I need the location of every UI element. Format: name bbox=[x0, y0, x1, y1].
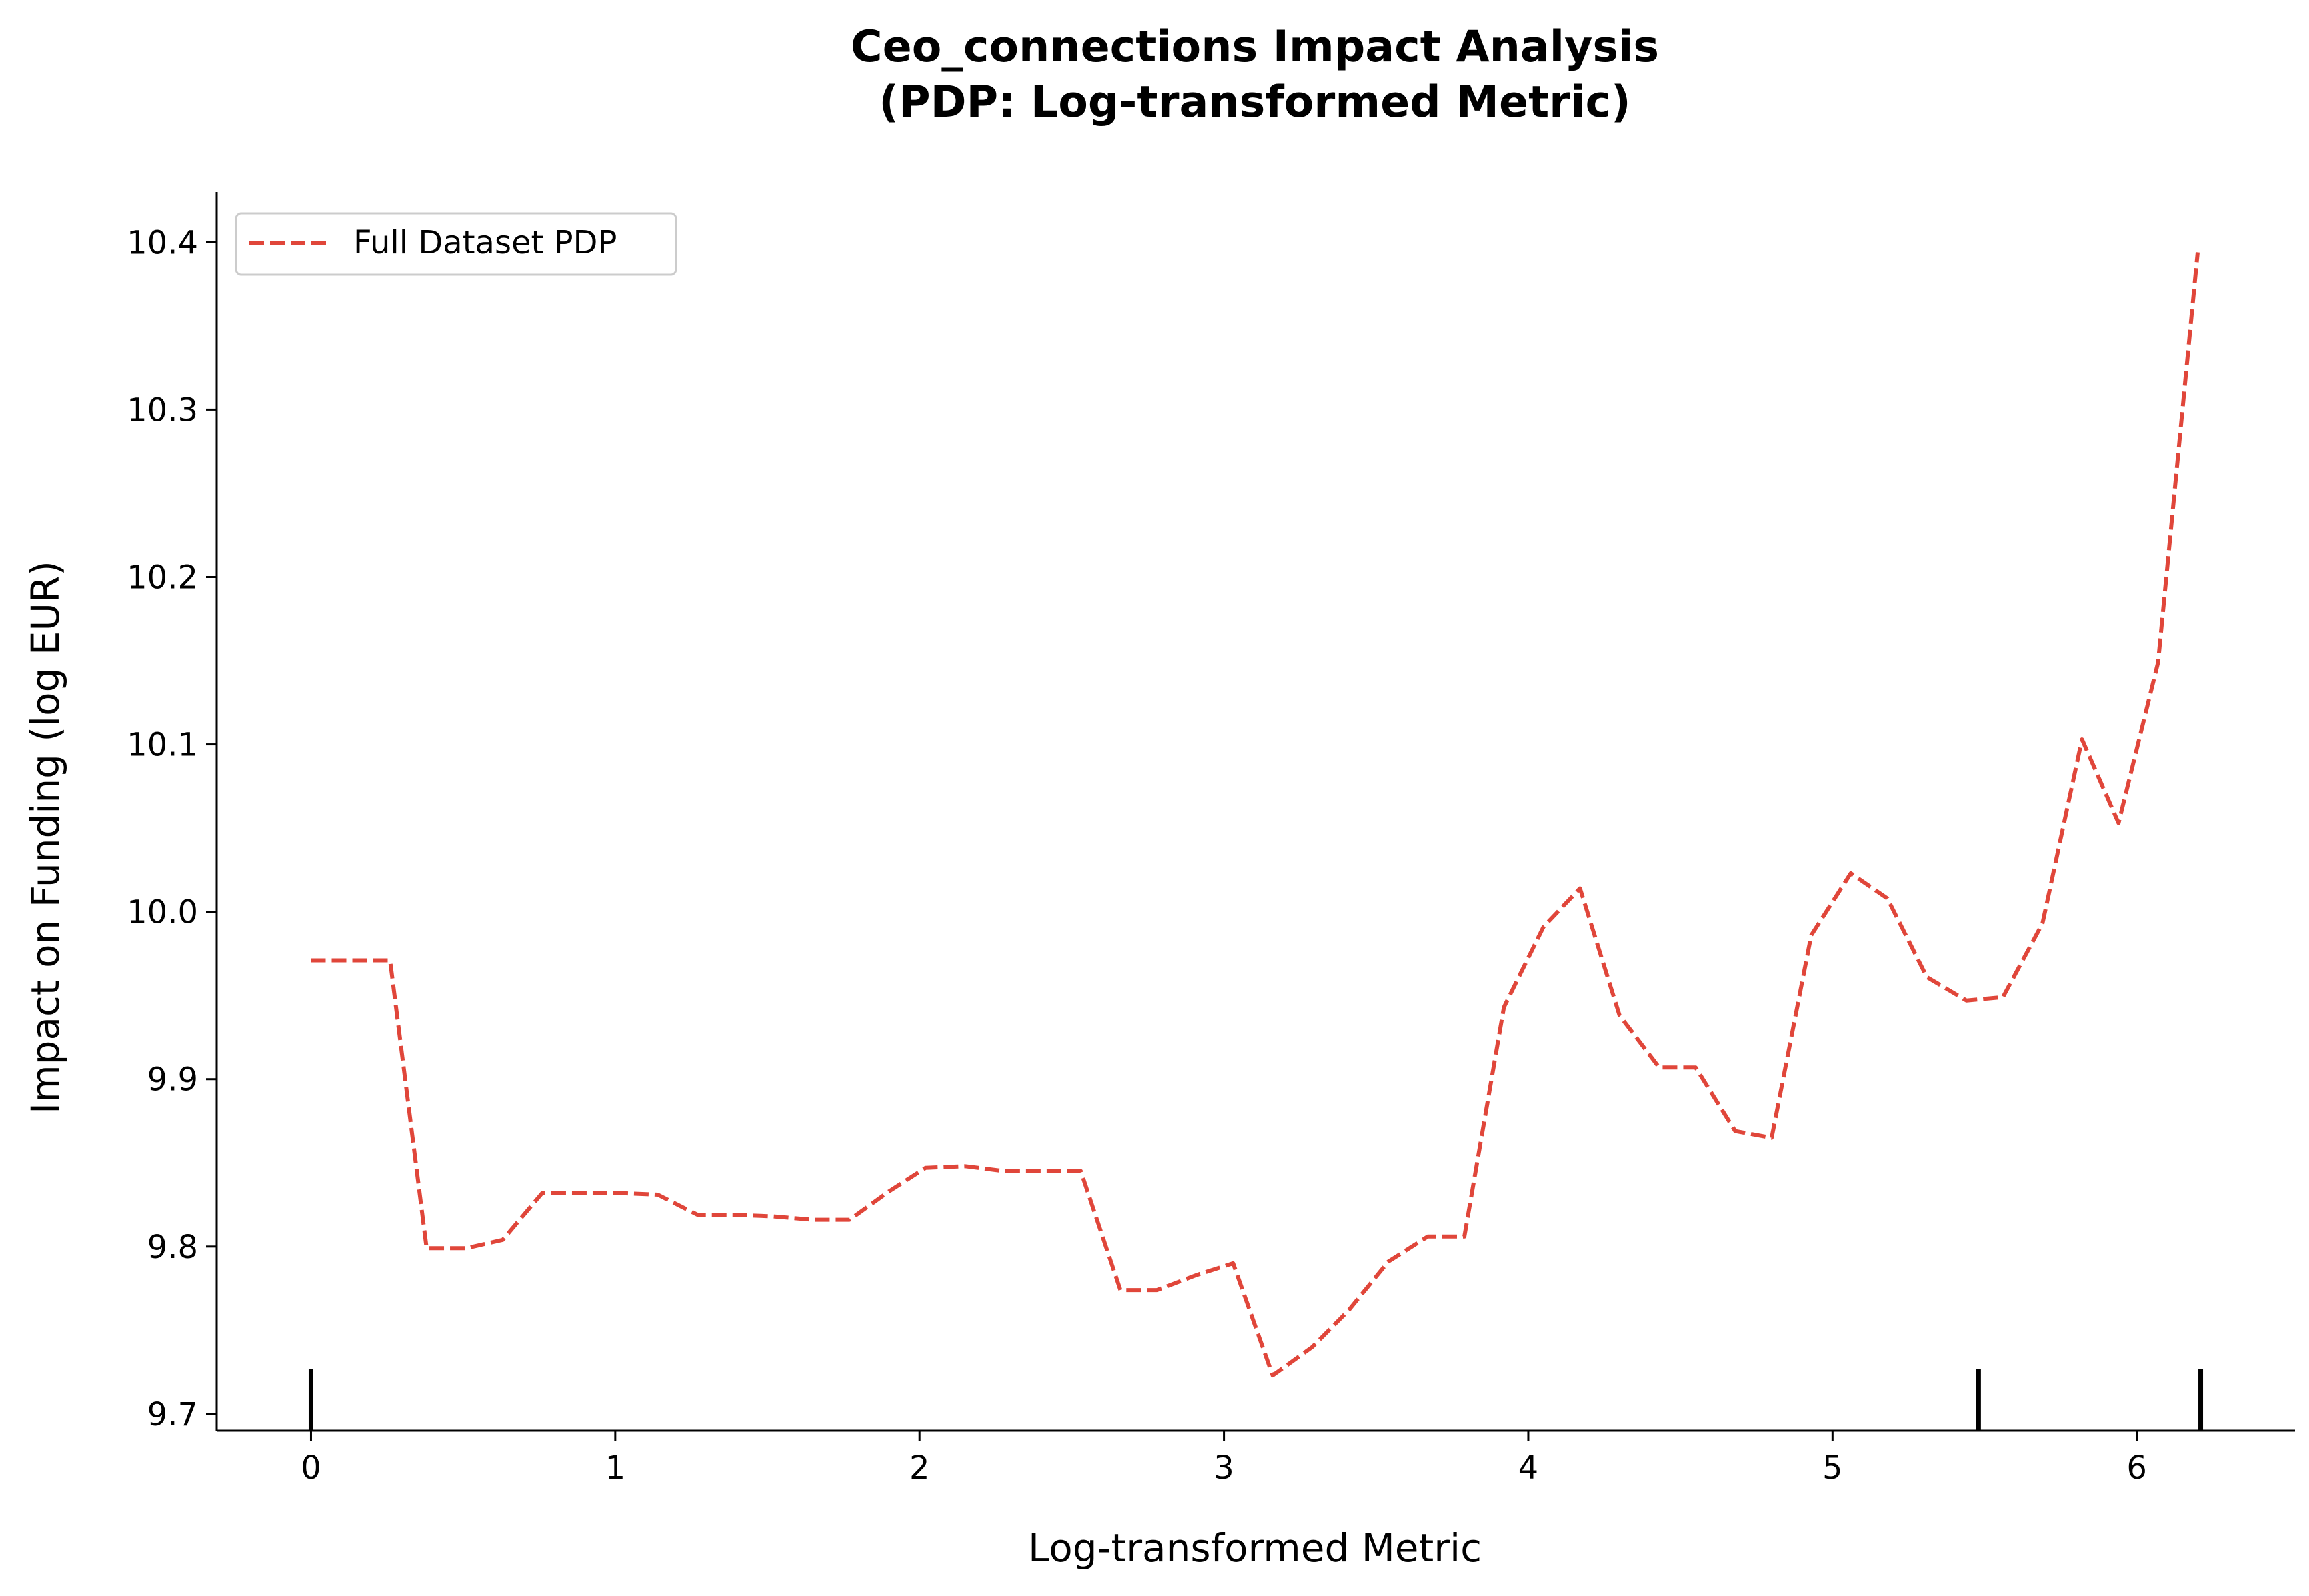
series-layer bbox=[311, 252, 2200, 1378]
y-tick-label: 10.0 bbox=[127, 894, 198, 931]
y-tick-label: 9.7 bbox=[147, 1396, 198, 1433]
y-tick-label: 10.1 bbox=[127, 727, 198, 764]
y-tick-label: 10.2 bbox=[127, 559, 198, 596]
axes bbox=[215, 192, 2295, 1432]
y-tick-label: 9.8 bbox=[147, 1229, 198, 1266]
legend-box bbox=[235, 212, 677, 276]
chart-title: Ceo_connections Impact Analysis bbox=[851, 22, 1659, 72]
x-tick-label: 5 bbox=[1822, 1449, 1843, 1487]
x-tick-label: 4 bbox=[1518, 1449, 1539, 1487]
ticks: 0 1 2 3 4 5 6 9.7 9.8 9.9 10.0 10.1 10.2 10.3 10.4 bbox=[127, 224, 2147, 1487]
x-tick-label: 0 bbox=[301, 1449, 321, 1487]
legend: Full Dataset PDP bbox=[235, 212, 677, 276]
series-line-full-dataset-pdp bbox=[311, 252, 2200, 1378]
y-axis-label: Impact on Funding (log EUR) bbox=[23, 561, 68, 1114]
y-tick-label: 9.9 bbox=[147, 1061, 198, 1099]
legend-label: Full Dataset PDP bbox=[353, 224, 617, 261]
x-tick-label: 2 bbox=[909, 1449, 930, 1487]
y-tick-label: 10.4 bbox=[127, 224, 198, 261]
y-tick-label: 10.3 bbox=[127, 391, 198, 429]
x-axis-label: Log-transformed Metric bbox=[1028, 1525, 1482, 1571]
chart-subtitle: (PDP: Log-transformed Metric) bbox=[879, 77, 1630, 127]
x-tick-label: 1 bbox=[605, 1449, 626, 1487]
x-tick-label: 3 bbox=[1214, 1449, 1234, 1487]
rug-marks bbox=[308, 1369, 2204, 1431]
x-tick-label: 6 bbox=[2126, 1449, 2147, 1487]
